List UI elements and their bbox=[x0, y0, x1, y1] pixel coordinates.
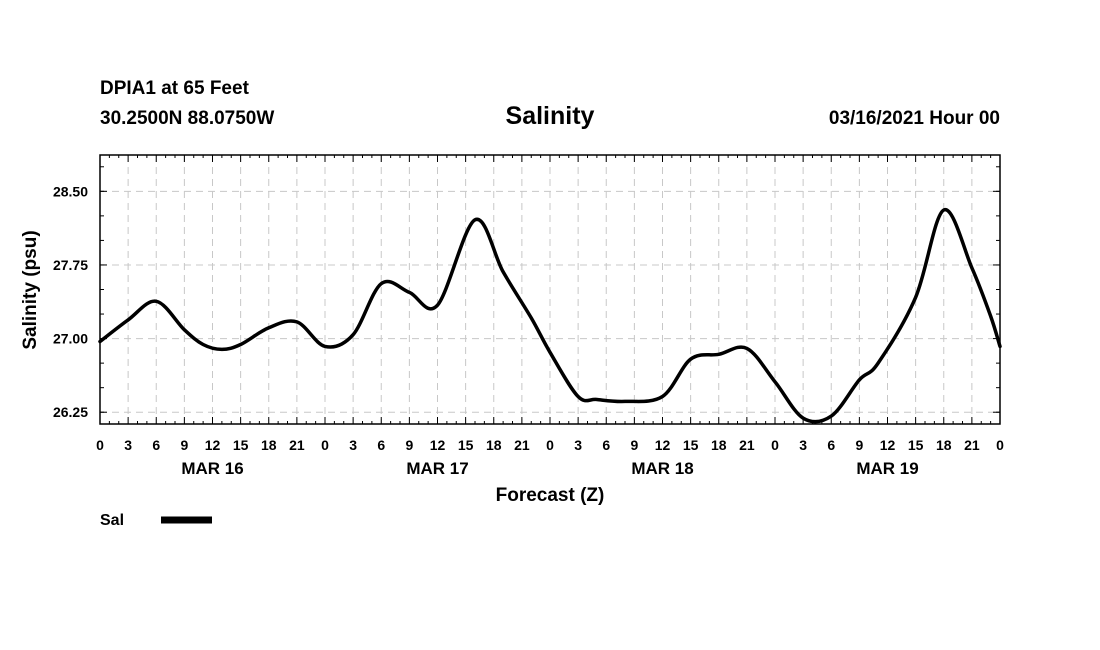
x-tick-label: 18 bbox=[261, 437, 277, 453]
x-tick-label: 12 bbox=[880, 437, 896, 453]
x-tick-label: 21 bbox=[289, 437, 305, 453]
data-point bbox=[530, 317, 532, 319]
y-tick-label: 27.00 bbox=[53, 331, 88, 347]
x-tick-label: 21 bbox=[739, 437, 755, 453]
x-tick-label: 12 bbox=[205, 437, 221, 453]
day-label: MAR 19 bbox=[856, 459, 918, 478]
y-tick-label: 26.25 bbox=[53, 404, 88, 420]
data-point bbox=[624, 400, 626, 403]
data-point bbox=[408, 291, 410, 294]
y-tick-label: 27.75 bbox=[53, 257, 88, 273]
x-tick-label: 9 bbox=[855, 437, 863, 453]
legend: Sal bbox=[100, 512, 212, 529]
data-point bbox=[268, 327, 270, 329]
x-tick-label: 0 bbox=[546, 437, 554, 453]
x-tick-label: 12 bbox=[655, 437, 671, 453]
data-point bbox=[990, 315, 992, 317]
data-point bbox=[549, 351, 551, 353]
data-point bbox=[746, 347, 748, 350]
x-tick-label: 21 bbox=[514, 437, 530, 453]
x-tick-label: 9 bbox=[630, 437, 638, 453]
y-axis-label: Salinity (psu) bbox=[20, 230, 41, 349]
data-point bbox=[183, 329, 185, 331]
x-tick-label: 21 bbox=[964, 437, 980, 453]
data-point bbox=[352, 334, 354, 336]
data-point bbox=[577, 395, 579, 398]
data-point bbox=[380, 283, 382, 285]
data-point bbox=[202, 343, 204, 346]
x-tick-label: 15 bbox=[683, 437, 699, 453]
data-point bbox=[802, 417, 804, 419]
day-label: MAR 18 bbox=[631, 459, 693, 478]
x-tick-label: 3 bbox=[799, 437, 807, 453]
data-point bbox=[661, 395, 664, 398]
x-tick-label: 6 bbox=[827, 437, 835, 453]
data-point bbox=[221, 348, 223, 350]
legend-label: Sal bbox=[100, 512, 124, 529]
day-label: MAR 16 bbox=[181, 459, 243, 478]
x-tick-label: 9 bbox=[180, 437, 188, 453]
data-point bbox=[596, 398, 598, 401]
grid-lines bbox=[100, 155, 1000, 424]
data-point bbox=[718, 353, 720, 355]
x-tick-label: 9 bbox=[405, 437, 413, 453]
x-tick-label: 15 bbox=[233, 437, 249, 453]
data-point bbox=[436, 304, 439, 306]
x-tick-label: 15 bbox=[458, 437, 474, 453]
axes: 0 3 6 9 12 15 18 21 0 3 6 9 12 15 18 21 0 3 6 9 12 15 18 21 0 3 6 9… bbox=[53, 154, 1004, 478]
data-point bbox=[858, 379, 860, 381]
coordinates-label: 30.2500N 88.0750W bbox=[100, 108, 274, 129]
data-point bbox=[971, 267, 973, 269]
data-point bbox=[999, 345, 1001, 348]
x-tick-label: 15 bbox=[908, 437, 924, 453]
data-point bbox=[830, 415, 832, 417]
x-tick-label: 0 bbox=[996, 437, 1004, 453]
series-layer bbox=[98, 208, 1002, 424]
x-tick-label: 6 bbox=[377, 437, 385, 453]
data-point bbox=[915, 296, 917, 298]
data-point bbox=[502, 271, 504, 273]
data-point bbox=[296, 321, 298, 323]
chart-title: Salinity bbox=[506, 102, 595, 130]
x-tick-label: 18 bbox=[711, 437, 727, 453]
day-label: MAR 17 bbox=[406, 459, 468, 478]
data-point bbox=[774, 381, 776, 383]
x-tick-label: 12 bbox=[430, 437, 446, 453]
x-tick-label: 18 bbox=[936, 437, 952, 453]
x-tick-label: 3 bbox=[349, 437, 357, 453]
data-point bbox=[240, 343, 242, 346]
data-point bbox=[943, 209, 945, 211]
x-tick-label: 3 bbox=[124, 437, 132, 453]
x-tick-label: 0 bbox=[771, 437, 779, 453]
data-point bbox=[127, 319, 129, 321]
x-tick-label: 3 bbox=[574, 437, 582, 453]
data-point bbox=[99, 340, 101, 343]
data-point bbox=[155, 300, 157, 302]
y-tick-label: 28.50 bbox=[53, 183, 88, 199]
station-label: DPIA1 at 65 Feet bbox=[100, 78, 250, 99]
x-tick-label: 0 bbox=[321, 437, 329, 453]
x-tick-label: 6 bbox=[152, 437, 160, 453]
x-axis-label: Forecast (Z) bbox=[496, 485, 605, 506]
data-point bbox=[324, 345, 326, 348]
x-tick-label: 6 bbox=[602, 437, 610, 453]
data-point bbox=[877, 362, 879, 364]
forecast-datetime: 03/16/2021 Hour 00 bbox=[829, 108, 1000, 129]
x-tick-label: 18 bbox=[486, 437, 502, 453]
x-tick-label: 0 bbox=[96, 437, 104, 453]
data-point bbox=[474, 219, 476, 221]
data-point bbox=[690, 358, 692, 360]
